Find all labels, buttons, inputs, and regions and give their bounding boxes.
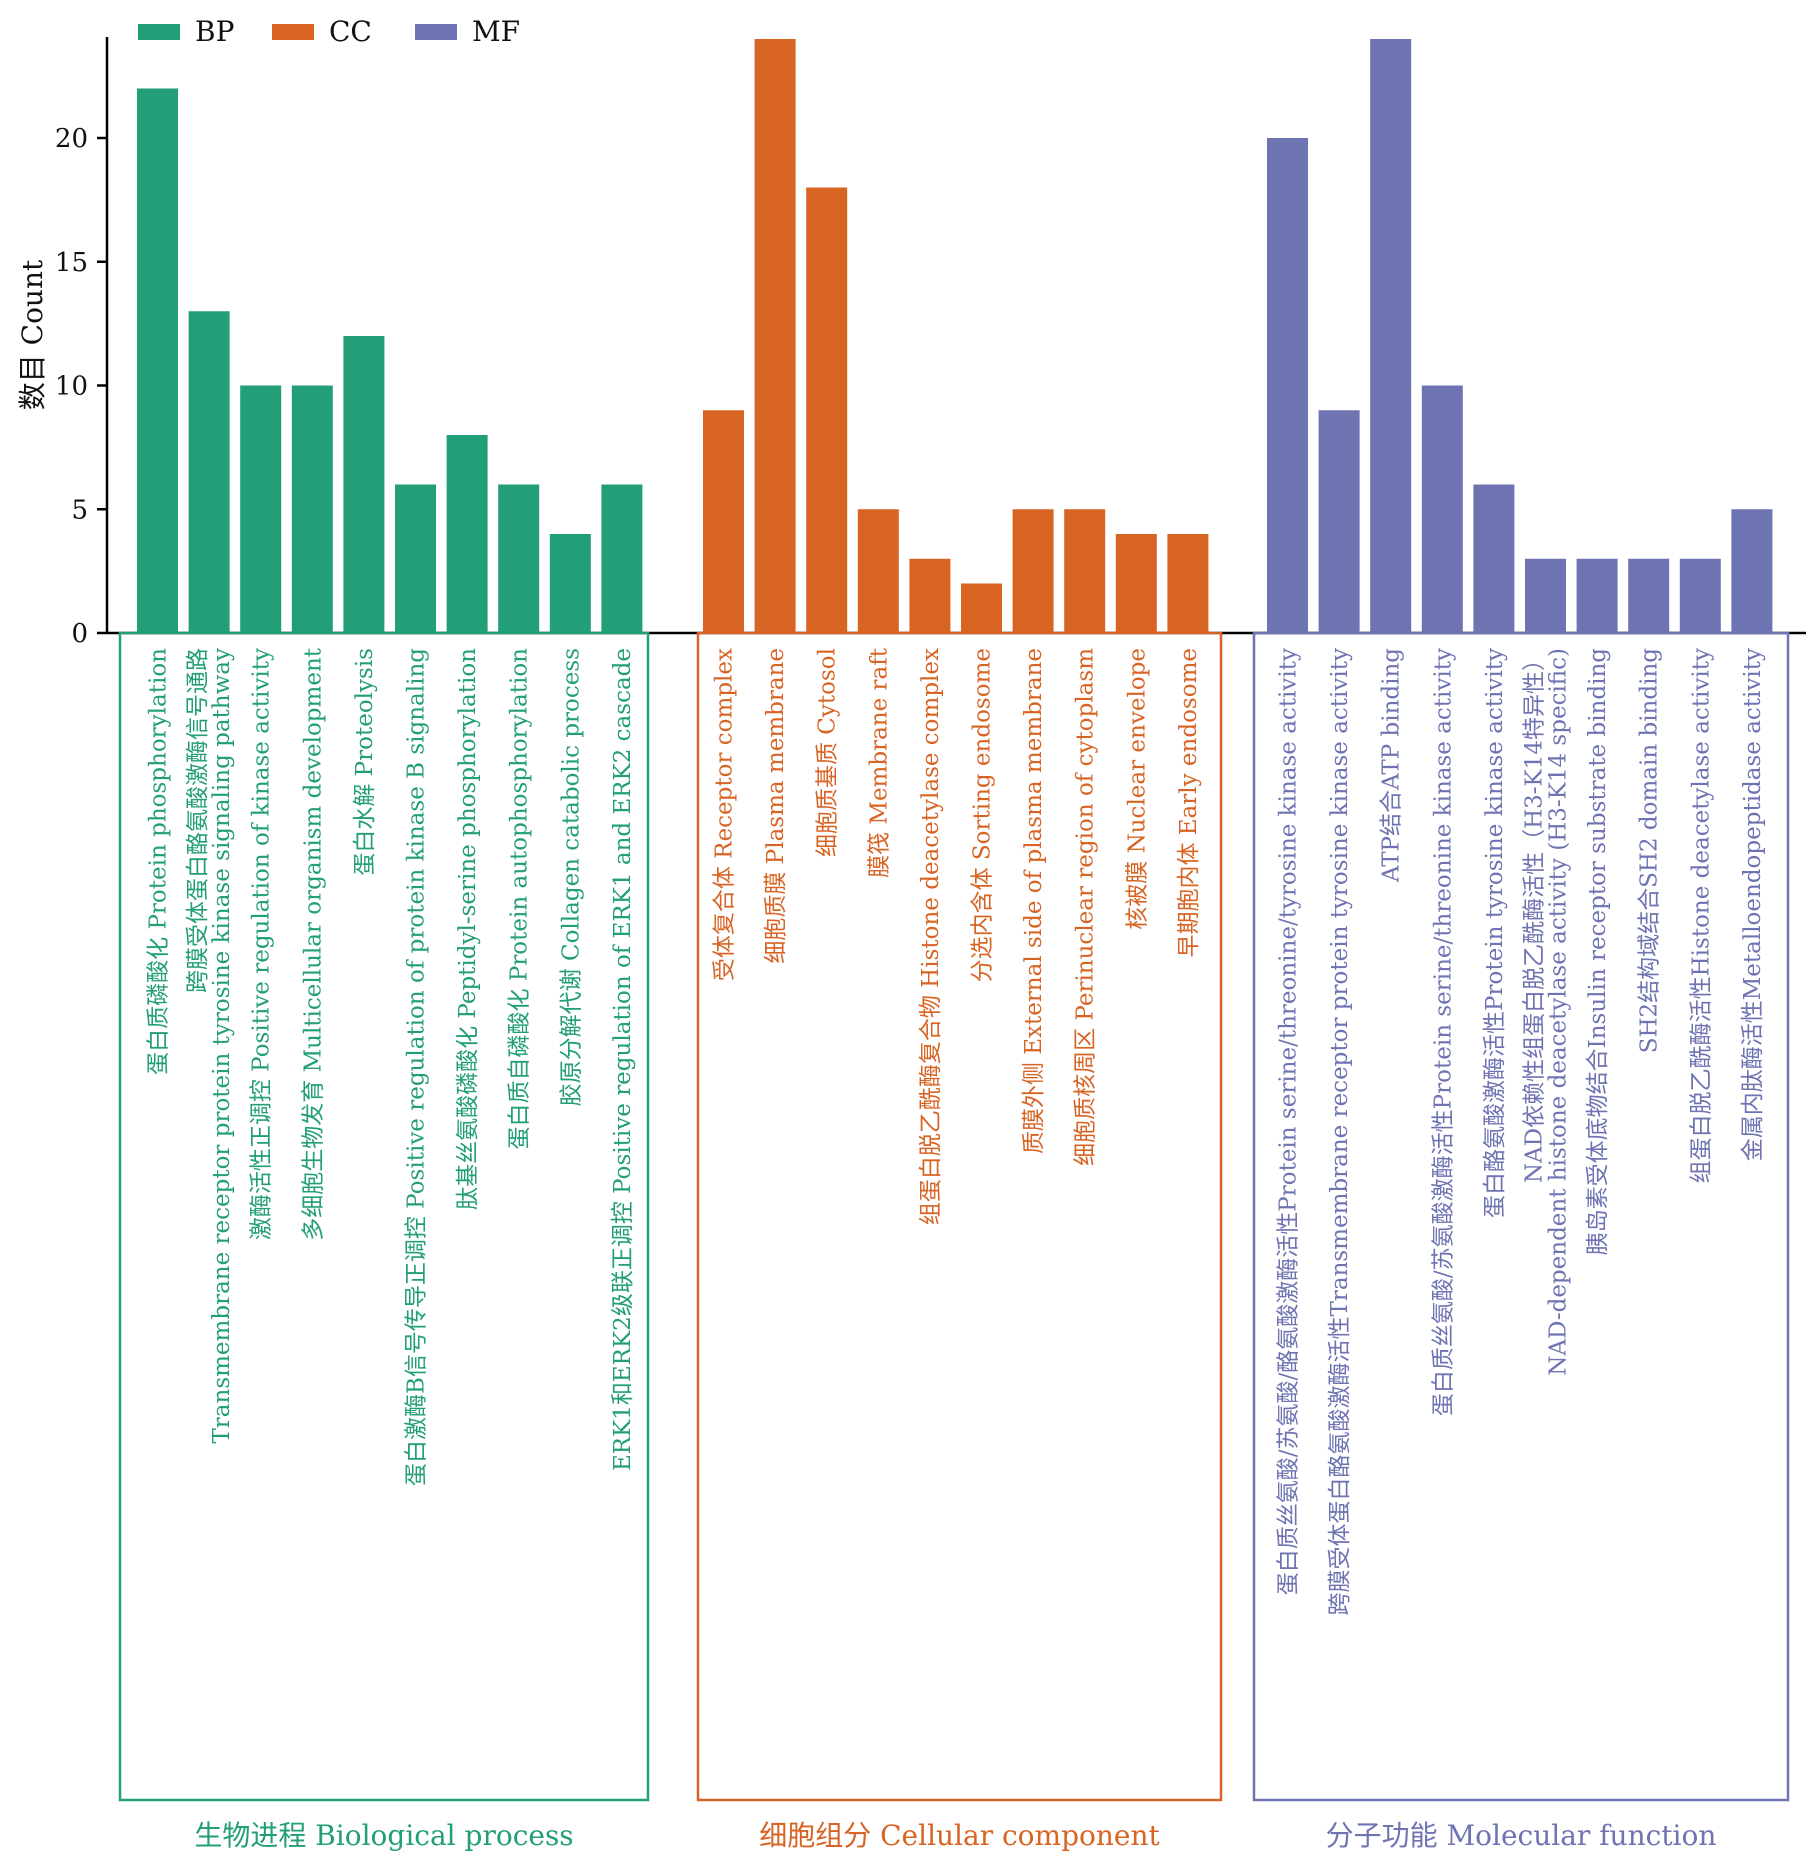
bar-bp-9 <box>549 534 591 633</box>
category-label-cc-10: 早期胞内体 Early endosome <box>1176 648 1202 958</box>
category-label-cc-6: 分选内含体 Sorting endosome <box>970 648 996 982</box>
category-label-bp-6: 蛋白激酶B信号传导正调控 Positive regulation of prot… <box>404 648 430 1486</box>
bar-mf-9 <box>1679 558 1721 633</box>
legend: BP CC MF <box>138 15 520 48</box>
legend-swatch-mf <box>415 24 457 40</box>
category-label-bp-4: 多细胞生物发育 Multicellular organism developme… <box>300 647 326 1240</box>
bar-bp-7 <box>446 435 488 633</box>
category-label-mf-1: 蛋白质丝氨酸/苏氨酸/酪氨酸激酶活性Protein serine/threoni… <box>1276 648 1302 1595</box>
group-box-mf <box>1252 631 1790 1802</box>
legend-swatch-cc <box>272 24 314 40</box>
y-tick-label: 20 <box>55 124 88 154</box>
bar-bp-2 <box>188 311 230 633</box>
category-label-cc-1: 受体复合体 Receptor complex <box>712 648 738 981</box>
bar-mf-8 <box>1628 558 1670 633</box>
bar-cc-6 <box>961 583 1002 633</box>
category-label-bp-9: 胶原分解代谢 Collagen catabolic process <box>558 648 584 1106</box>
category-label-bp-5: 蛋白水解 Proteolysis <box>352 648 378 876</box>
bar-mf-5 <box>1473 484 1515 633</box>
y-ticks: 0 5 10 15 20 <box>55 124 107 649</box>
group-box-bp <box>118 631 650 1802</box>
category-label-mf-6: NAD-dependent histone deacetylase activi… <box>1546 648 1572 1376</box>
bar-cc-9 <box>1115 534 1157 633</box>
bar-bp-1 <box>137 88 178 633</box>
category-label-cc-4: 膜筏 Membrane raft <box>866 647 892 878</box>
group-title-bp: 生物进程 Biological process <box>194 1819 573 1852</box>
legend-swatch-bp <box>138 24 180 40</box>
category-label-bp-2: Transmembrane receptor protein tyrosine … <box>209 648 235 1444</box>
bar-bp-4 <box>291 385 333 633</box>
category-label-cc-7: 质膜外侧 External side of plasma membrane <box>1021 648 1047 1154</box>
category-label-cc-5: 组蛋白脱乙酰酶复合物 Histone deacetylase complex <box>918 648 944 1225</box>
bar-mf-4 <box>1421 385 1463 633</box>
category-label-mf-6: NAD依赖性组蛋白脱乙酰酶活性（H3-K14特异性） <box>1522 648 1548 1183</box>
bar-bp-10 <box>601 484 643 633</box>
bar-bp-6 <box>395 484 436 633</box>
bar-mf-1 <box>1267 138 1308 633</box>
legend-label-bp: BP <box>195 15 234 48</box>
category-label-bp-1: 蛋白质磷酸化 Protein phosphorylation <box>146 648 172 1075</box>
bar-bp-5 <box>343 336 385 633</box>
category-label-cc-2: 细胞质膜 Plasma membrane <box>763 648 789 964</box>
bar-cc-4 <box>857 509 899 633</box>
legend-label-cc: CC <box>329 15 372 48</box>
bar-bp-3 <box>240 385 282 633</box>
group-bp: 生物进程 Biological process <box>118 631 650 1852</box>
group-title-mf: 分子功能 Molecular function <box>1326 1819 1717 1852</box>
bar-bp-8 <box>498 484 540 633</box>
bar-mf-7 <box>1576 558 1618 633</box>
bar-mf-10 <box>1731 509 1773 633</box>
legend-label-mf: MF <box>472 15 520 48</box>
y-tick-label: 0 <box>71 619 88 649</box>
bar-cc-2 <box>754 39 796 633</box>
y-tick-label: 10 <box>55 372 88 402</box>
bar-mf-3 <box>1370 39 1412 633</box>
bar-cc-10 <box>1167 534 1209 633</box>
bar-cc-5 <box>909 558 951 633</box>
category-label-bp-7: 肽基丝氨酸磷酸化 Peptidyl-serine phosphorylation <box>455 648 481 1210</box>
bar-mf-6 <box>1525 558 1566 633</box>
bar-cc-8 <box>1064 509 1106 633</box>
category-label-mf-5: 蛋白酪氨酸激酶活性Protein tyrosine kinase activit… <box>1482 648 1508 1218</box>
category-label-mf-9: 组蛋白脱乙酰酶活性Histone deacetylase activity <box>1688 648 1714 1183</box>
category-label-bp-2: 跨膜受体蛋白酪氨酸激酶信号通路 <box>185 648 211 993</box>
category-label-bp-3: 激酶活性正调控 Positive regulation of kinase ac… <box>249 648 275 1240</box>
category-label-mf-8: SH2结构域结合SH2 domain binding <box>1637 648 1663 1054</box>
category-label-mf-10: 金属内肽酶活性Metalloendopeptidase activity <box>1740 648 1766 1161</box>
y-axis-label: 数目 Count <box>16 259 49 410</box>
bar-cc-1 <box>703 410 744 633</box>
bar-cc-7 <box>1012 509 1054 633</box>
group-mf: 分子功能 Molecular function <box>1252 631 1790 1852</box>
category-labels: 蛋白质磷酸化 Protein phosphorylation 跨膜受体蛋白酪氨酸激… <box>146 647 1766 1615</box>
y-tick-label: 5 <box>71 495 88 525</box>
category-label-mf-4: 蛋白质丝氨酸/苏氨酸激酶活性Protein serine/threonine k… <box>1430 648 1456 1416</box>
group-title-cc: 细胞组分 Cellular component <box>759 1819 1160 1852</box>
category-label-bp-8: 蛋白质自磷酸化 Protein autophosphorylation <box>507 648 533 1150</box>
category-label-mf-3: ATP结合ATP binding <box>1379 648 1405 883</box>
group-boxes: 生物进程 Biological process 细胞组分 Cellular com… <box>118 631 1790 1852</box>
category-label-cc-8: 细胞质核周区 Perinuclear region of cytoplasm <box>1073 648 1099 1166</box>
category-label-cc-3: 细胞质基质 Cytosol <box>815 648 841 857</box>
group-box-cc <box>696 631 1223 1802</box>
category-label-mf-2: 跨膜受体蛋白酪氨酸激酶活性Transmembrane receptor prot… <box>1327 648 1353 1615</box>
group-cc: 细胞组分 Cellular component <box>696 631 1223 1852</box>
bar-mf-2 <box>1318 410 1360 633</box>
bar-cc-3 <box>806 187 848 633</box>
category-label-bp-10: ERK1和ERK2级联正调控 Positive regulation of ER… <box>610 648 636 1471</box>
bars <box>137 39 1773 633</box>
category-label-cc-9: 核被膜 Nuclear envelope <box>1124 648 1150 930</box>
category-label-mf-7: 胰岛素受体底物结合Insulin receptor substrate bind… <box>1585 648 1611 1256</box>
y-tick-label: 15 <box>55 248 88 278</box>
